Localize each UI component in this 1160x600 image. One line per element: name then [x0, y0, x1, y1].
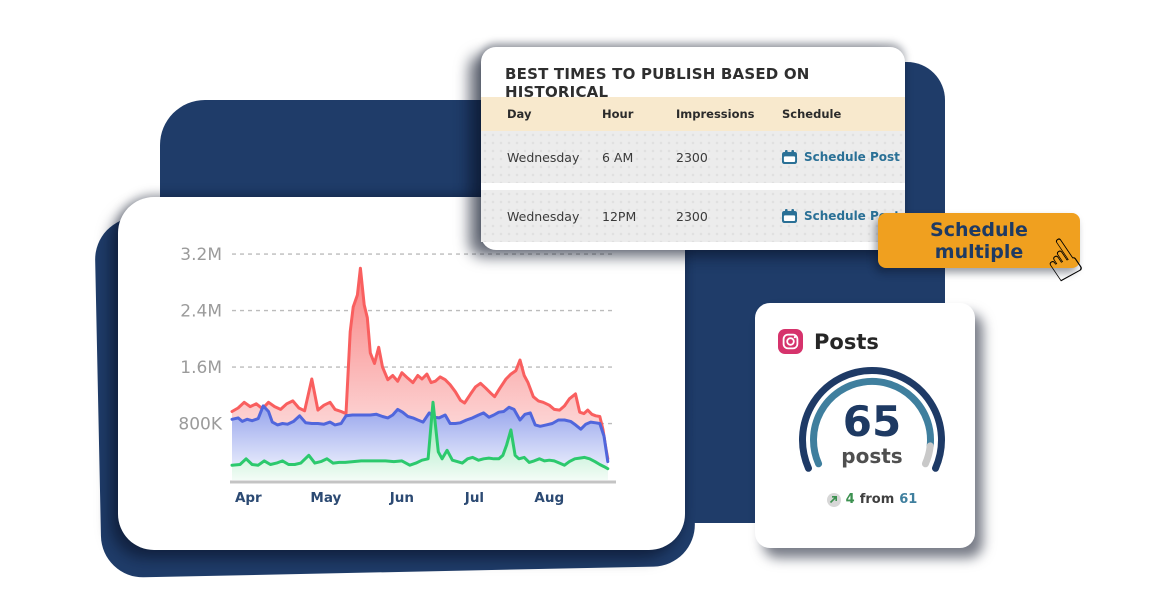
table-row: Wednesday 12PM 2300 Schedule Post	[481, 190, 905, 242]
posts-gauge-card: Posts 65 posts 4 from 61	[755, 303, 975, 548]
schedule-post-button[interactable]: Schedule Post	[782, 150, 905, 164]
best-times-card: BEST TIMES TO PUBLISH BASED ON HISTORICA…	[481, 47, 905, 250]
gauge-delta-row: 4 from 61	[755, 492, 989, 507]
delta-text: from	[859, 492, 895, 507]
best-times-title: BEST TIMES TO PUBLISH BASED ON HISTORICA…	[505, 65, 810, 101]
instagram-icon	[778, 329, 803, 354]
svg-text:1.6M: 1.6M	[180, 358, 222, 378]
calendar-icon	[782, 150, 797, 164]
cell-impressions: 2300	[676, 208, 708, 224]
svg-text:Apr: Apr	[235, 490, 262, 506]
impressions-chart-card: 3.2M 2.4M 1.6M 800K Apr May Jun Jul Aug	[118, 197, 685, 550]
gauge-value: 65	[842, 397, 902, 446]
arrow-up-right-icon	[826, 492, 841, 507]
delta-amount: 4	[845, 492, 855, 507]
column-header-schedule: Schedule	[782, 107, 842, 121]
impressions-area-chart: 3.2M 2.4M 1.6M 800K Apr May Jun Jul Aug	[178, 245, 616, 506]
svg-text:May: May	[310, 490, 341, 506]
svg-text:2.4M: 2.4M	[180, 302, 222, 322]
table-header-row: Day Hour Impressions Schedule	[481, 97, 905, 131]
schedule-post-button[interactable]: Schedule Post	[782, 209, 905, 223]
gauge-unit-label: posts	[841, 444, 903, 468]
cell-day: Wednesday	[507, 149, 580, 165]
column-header-hour: Hour	[602, 107, 634, 121]
svg-text:Jun: Jun	[389, 490, 414, 506]
calendar-icon	[782, 209, 797, 223]
cell-day: Wednesday	[507, 208, 580, 224]
svg-text:Jul: Jul	[464, 490, 484, 506]
gauge-card-title: Posts	[814, 329, 879, 354]
cell-hour: 6 AM	[602, 149, 634, 165]
column-header-impressions: Impressions	[676, 107, 755, 121]
column-header-day: Day	[507, 107, 532, 121]
cell-impressions: 2300	[676, 149, 708, 165]
svg-text:800K: 800K	[178, 415, 222, 435]
table-row: Wednesday 6 AM 2300 Schedule Post	[481, 131, 905, 183]
cell-hour: 12PM	[602, 208, 637, 224]
gauge-card-header: Posts	[778, 329, 879, 354]
schedule-post-label: Schedule Post	[804, 150, 900, 164]
posts-gauge-arc	[799, 367, 945, 472]
svg-text:3.2M: 3.2M	[180, 245, 222, 265]
schedule-post-label: Schedule Post	[804, 209, 900, 223]
schedule-multiple-button[interactable]: Schedule multiple	[878, 213, 1080, 268]
svg-text:Aug: Aug	[534, 490, 564, 506]
hand-cursor-icon: ☝	[1030, 225, 1094, 296]
delta-previous-value: 61	[899, 492, 918, 507]
